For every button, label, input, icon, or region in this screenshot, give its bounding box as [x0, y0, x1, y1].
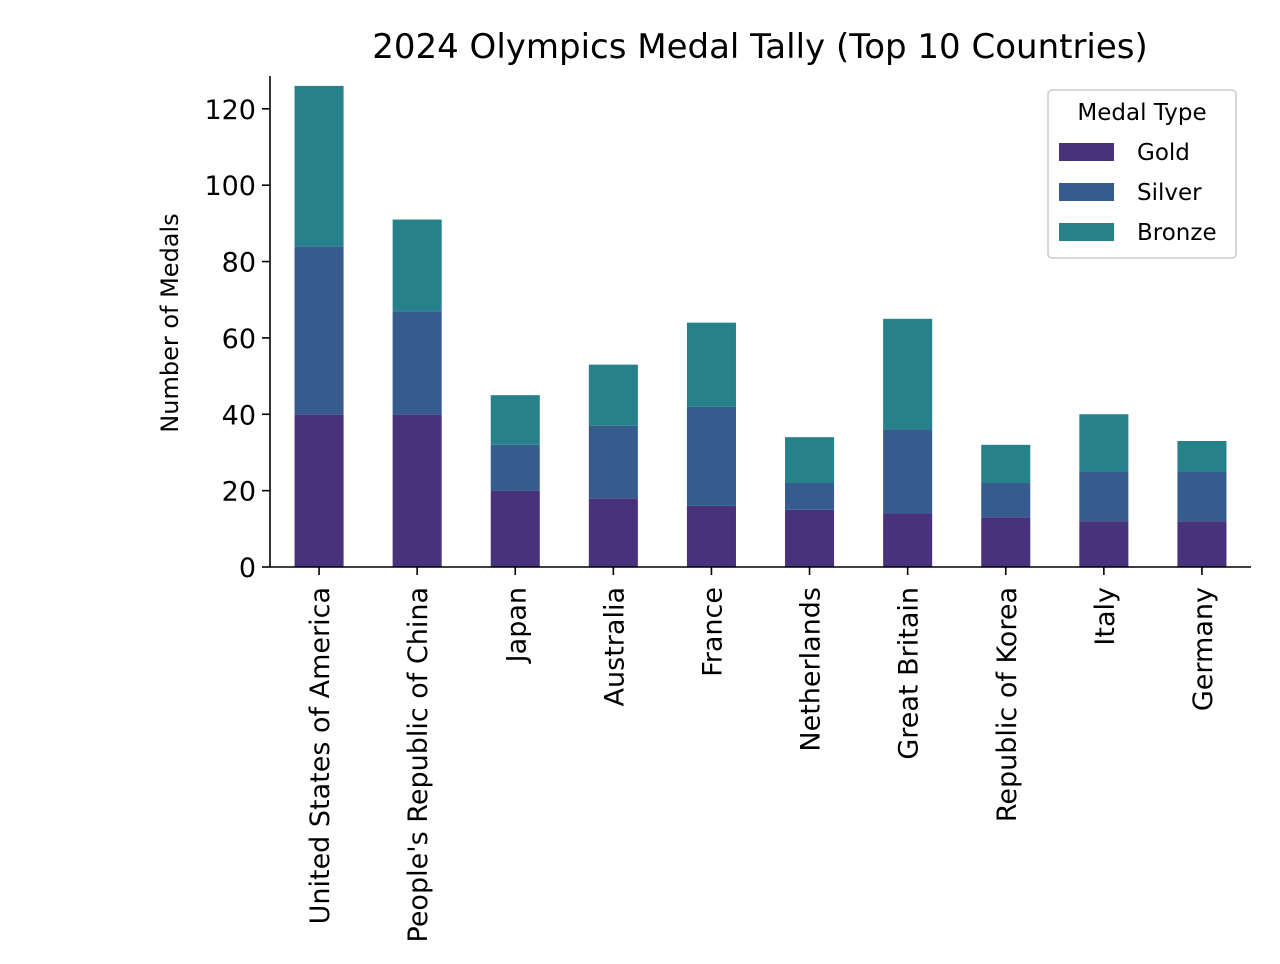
bar-gold-2 [490, 490, 540, 567]
bar-bronze-9 [1177, 441, 1227, 472]
y-tick-label: 80 [222, 248, 256, 279]
bar-bronze-3 [588, 364, 638, 426]
legend: Medal Type Gold Silver Bronze [1047, 89, 1237, 259]
x-tick-label: Japan [501, 587, 532, 664]
bar-silver-1 [392, 311, 442, 415]
bars-layer [294, 85, 1227, 567]
y-tick-label: 0 [239, 553, 256, 584]
x-tick-label: Republic of Korea [992, 587, 1023, 822]
legend-swatch-gold [1059, 143, 1114, 161]
bar-gold-6 [883, 513, 933, 567]
bar-silver-8 [1079, 471, 1129, 522]
bar-silver-6 [883, 429, 933, 514]
bar-bronze-8 [1079, 414, 1129, 472]
legend-label-silver: Silver [1137, 180, 1202, 206]
x-tick-label: Great Britain [894, 587, 925, 760]
bar-bronze-1 [392, 219, 442, 312]
x-tick-label: United States of America [305, 587, 336, 924]
x-tick-label: Netherlands [796, 587, 827, 752]
bar-silver-3 [588, 425, 638, 499]
bar-silver-5 [785, 483, 835, 510]
x-tick-label: Germany [1188, 587, 1219, 711]
y-tick-label: 100 [204, 171, 256, 202]
bar-gold-9 [1177, 521, 1227, 567]
bar-gold-5 [785, 509, 835, 567]
legend-title: Medal Type [1077, 100, 1206, 126]
y-tick-label: 60 [222, 324, 256, 355]
x-tick-label: Italy [1090, 587, 1121, 646]
chart-title: 2024 Olympics Medal Tally (Top 10 Countr… [372, 27, 1148, 67]
bar-bronze-6 [883, 318, 933, 430]
legend-swatch-bronze [1059, 223, 1114, 241]
y-tick-label: 40 [222, 400, 256, 431]
bar-bronze-2 [490, 395, 540, 445]
bar-gold-1 [392, 414, 442, 567]
legend-label-bronze: Bronze [1137, 220, 1217, 246]
y-tick-label: 20 [222, 477, 256, 508]
bar-gold-4 [686, 505, 736, 567]
legend-box [1047, 89, 1237, 259]
bar-gold-3 [588, 498, 638, 567]
bar-bronze-0 [294, 85, 344, 247]
bar-silver-0 [294, 246, 344, 415]
bar-bronze-5 [785, 437, 835, 483]
bar-silver-2 [490, 444, 540, 491]
legend-swatch-silver [1059, 183, 1114, 201]
legend-label-gold: Gold [1137, 140, 1190, 166]
bar-bronze-7 [981, 444, 1031, 483]
x-tick-label: People's Republic of China [403, 587, 434, 942]
bar-gold-8 [1079, 521, 1129, 567]
y-axis-label: Number of Medals [156, 213, 184, 432]
bar-silver-7 [981, 483, 1031, 518]
bar-gold-7 [981, 517, 1031, 567]
y-tick-label: 120 [204, 95, 256, 126]
x-tick-label: France [697, 587, 728, 677]
x-axis: United States of America People's Republi… [305, 567, 1219, 942]
legend-items: Gold Silver Bronze [1059, 140, 1217, 246]
bar-silver-4 [686, 406, 736, 506]
x-tick-label: Australia [599, 587, 630, 706]
bar-gold-0 [294, 414, 344, 567]
y-axis: 0 20 40 60 80 100 120 [204, 95, 270, 584]
bar-bronze-4 [686, 322, 736, 407]
bar-silver-9 [1177, 471, 1227, 522]
